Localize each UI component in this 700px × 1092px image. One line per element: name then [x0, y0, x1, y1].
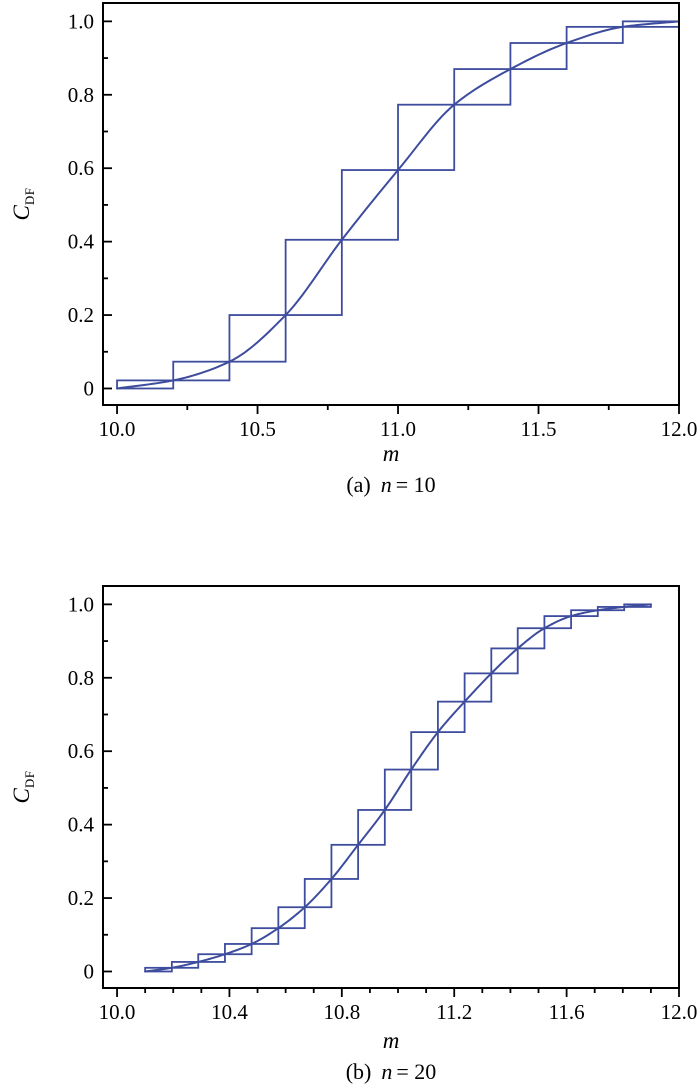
- caption-a: (a) n = 10: [241, 472, 541, 498]
- caption-b-value: = 20: [396, 1059, 437, 1084]
- cdf-step-box: [250, 927, 280, 945]
- cdf-step-box: [490, 647, 519, 675]
- y-tick-label: 0: [84, 376, 95, 400]
- yaxis-label-a-base: C: [9, 205, 34, 221]
- y-tick-label: 0.2: [68, 886, 94, 910]
- cdf-step-box: [397, 103, 456, 171]
- cdf-step-box: [516, 627, 546, 650]
- ticks-a: [103, 20, 680, 414]
- y-tick-label: 1.0: [68, 592, 94, 616]
- chart-panel-a: 10.0 10.5 11.0 11.5 12.0 0 0.2 0.4 0.6 0.8 1.0: [68, 2, 698, 441]
- y-tick-label: 0.6: [68, 156, 94, 180]
- cdf-steps-a: [116, 20, 680, 390]
- yaxis-label-b: CDF: [7, 717, 37, 857]
- x-tick-label: 11.6: [549, 1000, 585, 1024]
- cdf-step-box: [509, 42, 568, 70]
- caption-b-index: (b): [345, 1059, 372, 1084]
- cdf-step-box: [170, 961, 200, 969]
- cdf-step-box: [623, 603, 652, 608]
- cdf-step-box: [284, 238, 343, 316]
- cdf-step-box: [330, 843, 360, 880]
- cdf-step-box: [565, 25, 624, 44]
- x-tick-label: 10.8: [323, 1000, 360, 1024]
- cdf-step-box: [172, 360, 231, 382]
- y-tick-label: 0: [84, 959, 95, 983]
- yaxis-label-a-sub: DF: [22, 187, 37, 206]
- x-tick-label: 12.0: [661, 417, 698, 441]
- plot-frame-b: [102, 585, 680, 989]
- xaxis-label-b: m: [382, 1028, 400, 1053]
- ticks-b: [103, 603, 680, 997]
- cdf-steps-b: [144, 603, 652, 973]
- cdf-step-box: [144, 966, 173, 973]
- x-tick-label: 10.4: [211, 1000, 248, 1024]
- yaxis-label-a: CDF: [7, 134, 37, 274]
- cdf-step-box: [116, 379, 175, 390]
- cdf-step-box: [463, 672, 493, 703]
- caption-a-index: (a): [346, 472, 371, 497]
- xaxis-label-a: m: [382, 441, 400, 466]
- yaxis-label-b-sub: DF: [22, 770, 37, 789]
- y-tick-label: 0.2: [68, 303, 94, 327]
- x-tick-label: 10.0: [99, 417, 136, 441]
- caption-b-variable: n: [381, 1059, 393, 1084]
- cdf-step-box: [340, 169, 399, 241]
- y-tick-label: 0.8: [68, 666, 94, 690]
- x-tick-label: 12.0: [661, 1000, 698, 1024]
- cdf-step-box: [228, 314, 287, 363]
- cdf-step-box: [277, 906, 306, 930]
- y-tick-label: 0.4: [68, 813, 95, 837]
- x-tick-label: 11.5: [521, 417, 557, 441]
- cdf-step-box: [410, 731, 439, 771]
- caption-b: (b) n = 20: [241, 1059, 541, 1085]
- y-tick-label: 1.0: [68, 9, 94, 33]
- cdf-step-box: [570, 609, 599, 617]
- x-tick-label: 10.0: [99, 1000, 136, 1024]
- cdf-step-box: [224, 943, 253, 956]
- x-tick-label: 10.5: [239, 417, 276, 441]
- cdf-step-box: [303, 878, 333, 909]
- cdf-step-box: [596, 606, 626, 612]
- yaxis-label-b-base: C: [9, 788, 34, 804]
- caption-a-value: = 10: [395, 472, 436, 497]
- chart-panel-b: 10.0 10.4 10.8 11.2 11.6 12.0 0 0.2 0.4 0.6 0.8 1.0: [68, 585, 698, 1024]
- tick-labels-b: 10.0 10.4 10.8 11.2 11.6 12.0 0 0.2 0.4 0.6 0.8 1.0: [68, 592, 698, 1024]
- caption-a-variable: n: [380, 472, 392, 497]
- cdf-step-box: [357, 809, 386, 846]
- cdf-step-box: [453, 68, 512, 106]
- cdf-step-box: [437, 700, 466, 734]
- y-tick-label: 0.8: [68, 83, 94, 107]
- x-tick-label: 11.0: [380, 417, 416, 441]
- y-tick-label: 0.4: [68, 230, 95, 254]
- cdf-step-box: [383, 768, 413, 811]
- tick-labels-a: 10.0 10.5 11.0 11.5 12.0 0 0.2 0.4 0.6 0.8 1.0: [68, 9, 698, 441]
- x-tick-label: 11.2: [436, 1000, 472, 1024]
- cdf-curve-b: [144, 603, 652, 973]
- cdf-step-box: [543, 615, 572, 630]
- y-tick-label: 0.6: [68, 739, 94, 763]
- cdf-step-box: [197, 953, 226, 963]
- plot-frame-a: [102, 2, 680, 406]
